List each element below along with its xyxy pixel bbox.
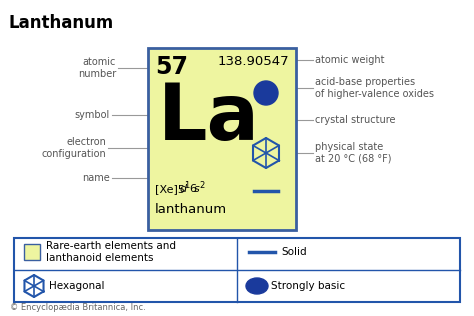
Bar	[148, 48, 296, 230]
Ellipse shape	[246, 278, 268, 294]
Text: [Xe]5: [Xe]5	[155, 184, 185, 194]
Text: 57: 57	[155, 55, 188, 79]
Text: 1: 1	[184, 181, 190, 191]
Text: Lanthanum: Lanthanum	[8, 14, 113, 32]
Text: acid-base properties
of higher-valence oxides: acid-base properties of higher-valence o…	[315, 77, 434, 99]
Text: s: s	[194, 184, 200, 194]
Text: d: d	[179, 184, 186, 194]
Text: atomic
number: atomic number	[78, 57, 116, 79]
Text: Hexagonal: Hexagonal	[49, 281, 104, 291]
Text: 6: 6	[189, 184, 196, 194]
Text: physical state
at 20 °C (68 °F): physical state at 20 °C (68 °F)	[315, 142, 392, 164]
Text: lanthanum: lanthanum	[155, 203, 227, 216]
Text: Rare-earth elements and
lanthanoid elements: Rare-earth elements and lanthanoid eleme…	[46, 241, 176, 263]
Text: name: name	[82, 173, 110, 183]
Text: Solid: Solid	[281, 247, 307, 257]
Text: crystal structure: crystal structure	[315, 115, 395, 125]
Bar	[24, 244, 40, 260]
Text: symbol: symbol	[75, 110, 110, 120]
Text: 138.90547: 138.90547	[218, 55, 289, 68]
Text: © Encyclopædia Britannica, Inc.: © Encyclopædia Britannica, Inc.	[10, 303, 146, 312]
Text: atomic weight: atomic weight	[315, 55, 384, 65]
Text: Strongly basic: Strongly basic	[271, 281, 345, 291]
Text: La: La	[158, 80, 260, 156]
Bar	[14, 238, 460, 302]
Text: electron
configuration: electron configuration	[41, 137, 106, 159]
Text: 2: 2	[199, 181, 204, 191]
Circle shape	[254, 81, 278, 105]
